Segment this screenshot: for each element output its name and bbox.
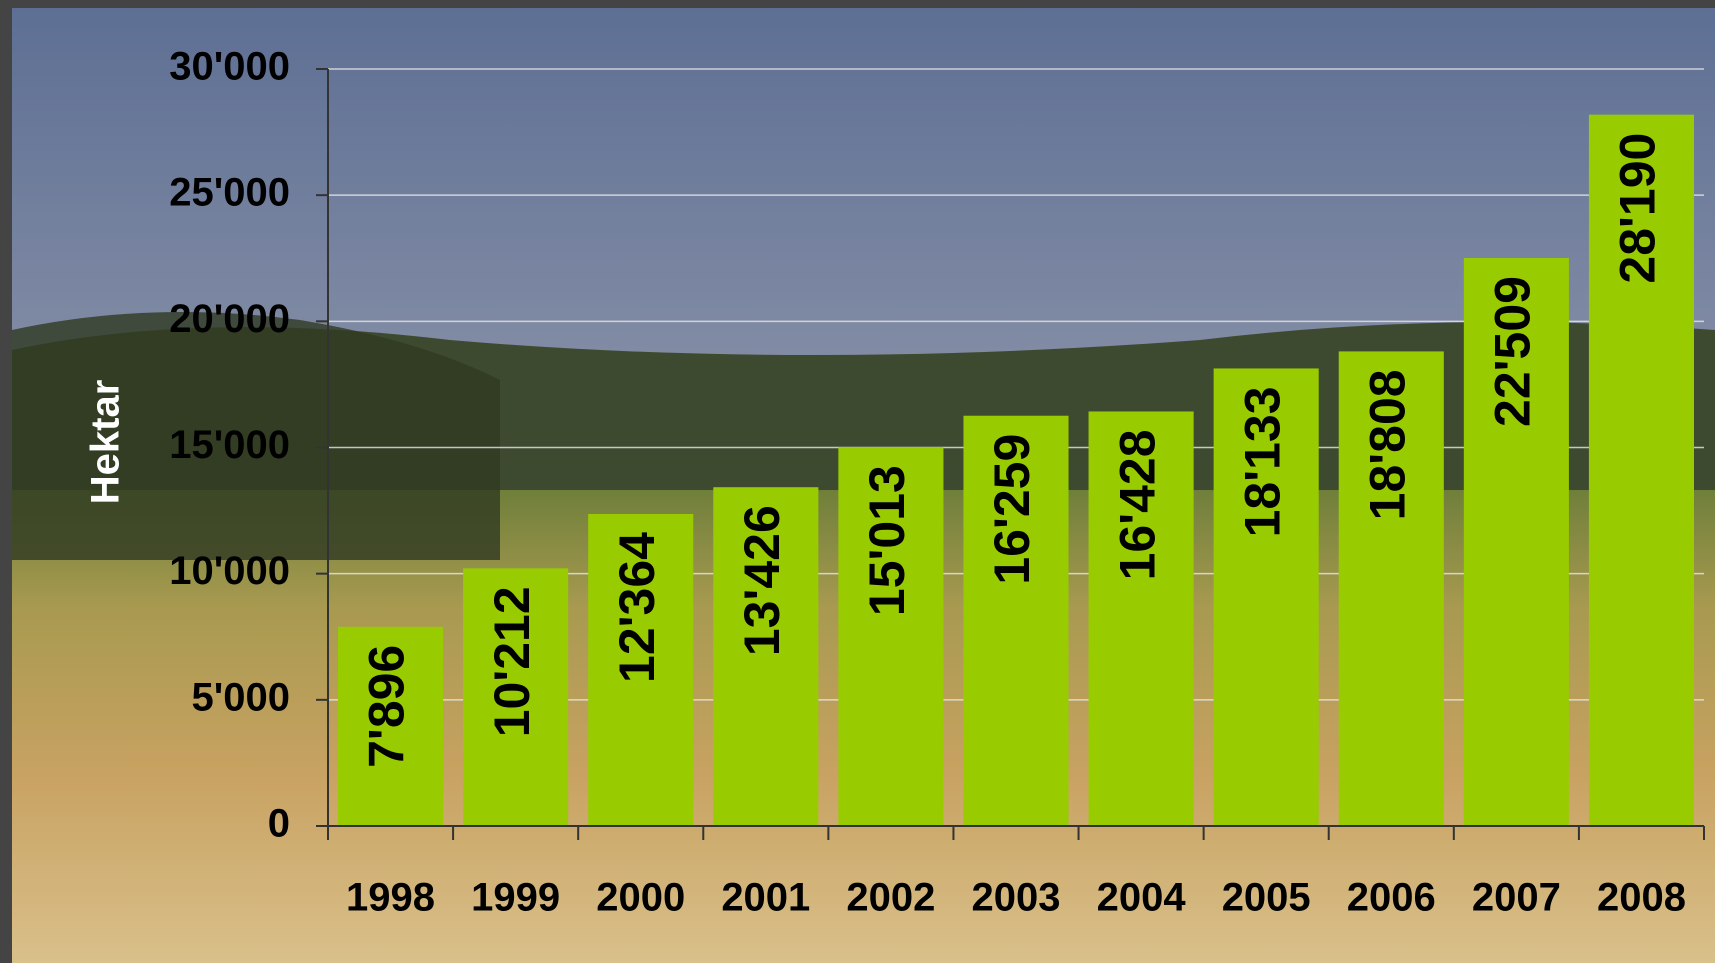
y-tick-label: 5'000 xyxy=(192,675,291,719)
y-tick-label: 10'000 xyxy=(169,549,290,593)
y-axis-label: Hektar xyxy=(84,380,128,505)
x-tick-label: 2000 xyxy=(596,876,685,920)
value-label: 7'896 xyxy=(359,645,415,768)
y-tick-label: 15'000 xyxy=(169,423,290,467)
x-tick-label: 2001 xyxy=(721,876,810,920)
value-label: 18'808 xyxy=(1359,369,1415,520)
bar xyxy=(338,626,444,826)
x-tick-label: 2005 xyxy=(1222,876,1311,920)
value-label: 10'212 xyxy=(484,586,540,737)
bar xyxy=(588,514,694,826)
value-label: 28'190 xyxy=(1610,133,1666,284)
y-tick-label: 0 xyxy=(268,802,290,846)
value-label: 22'509 xyxy=(1485,276,1541,427)
y-tick-label: 25'000 xyxy=(169,171,290,215)
value-label: 12'364 xyxy=(609,532,665,683)
bar xyxy=(1588,114,1694,826)
bar xyxy=(1088,411,1194,826)
x-tick-label: 2004 xyxy=(1097,876,1187,920)
x-tick-label: 2003 xyxy=(972,876,1061,920)
bar xyxy=(838,447,944,826)
x-tick-label: 2007 xyxy=(1472,876,1561,920)
bar xyxy=(463,568,569,826)
bar xyxy=(963,415,1069,826)
value-label: 16'259 xyxy=(984,434,1040,585)
x-tick-label: 2002 xyxy=(846,876,935,920)
bar xyxy=(1463,258,1569,826)
x-tick-label: 2008 xyxy=(1597,876,1686,920)
bar xyxy=(1338,351,1444,826)
value-label: 13'426 xyxy=(734,505,790,656)
y-tick-label: 20'000 xyxy=(169,297,290,341)
value-label: 15'013 xyxy=(859,465,915,616)
bar xyxy=(1213,368,1319,826)
bar xyxy=(713,487,819,826)
x-tick-label: 2006 xyxy=(1347,876,1436,920)
y-tick-label: 30'000 xyxy=(169,45,290,89)
x-tick-label: 1999 xyxy=(471,876,560,920)
value-label: 16'428 xyxy=(1109,429,1165,580)
value-label: 18'133 xyxy=(1234,386,1290,537)
x-tick-label: 1998 xyxy=(346,876,435,920)
